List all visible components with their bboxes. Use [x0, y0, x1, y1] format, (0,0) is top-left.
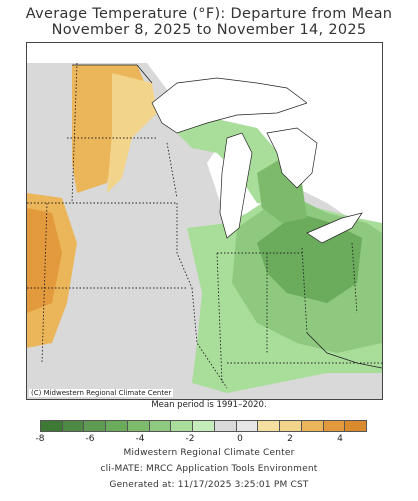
- mean-period-note: Mean period is 1991–2020.: [151, 400, 267, 410]
- legend-tick-label: 4: [337, 434, 343, 444]
- lake-erie: [306, 212, 363, 244]
- legend-swatch: [323, 421, 346, 431]
- legend-swatch: [301, 421, 324, 431]
- legend-swatch: [106, 421, 128, 431]
- temperature-departure-map: (C) Midwestern Regional Climate Center: [26, 42, 383, 400]
- legend-swatch: [345, 421, 367, 431]
- legend-tick-label: 2: [287, 434, 293, 444]
- map-credit: (C) Midwestern Regional Climate Center: [29, 389, 174, 397]
- lake-huron: [266, 127, 318, 189]
- coastline-borders: [72, 64, 382, 369]
- legend-swatch: [214, 421, 237, 431]
- legend-tick-label: -2: [185, 434, 195, 444]
- legend-tick-labels: -8 -6 -4 -2 0 2 4: [36, 432, 367, 446]
- footer-generated: Generated at: 11/17/2025 3:25:01 PM CST: [109, 480, 309, 490]
- lake-michigan: [219, 132, 253, 239]
- footer-tool: cli-MATE: MRCC Application Tools Environ…: [100, 464, 318, 474]
- legend-color-bar: [40, 420, 367, 432]
- warm-region-south-dark: [27, 208, 62, 313]
- legend-swatch: [280, 421, 302, 431]
- legend-swatch: [193, 421, 215, 431]
- warm-region-north-light: [107, 73, 157, 193]
- map-canvas: [27, 43, 382, 399]
- footer-organization: Midwestern Regional Climate Center: [123, 448, 295, 458]
- legend-swatch: [84, 421, 107, 431]
- legend-swatch: [62, 421, 85, 431]
- legend-swatch: [41, 421, 63, 431]
- legend-tick-label: 0: [237, 434, 243, 444]
- legend-swatch: [171, 421, 194, 431]
- map-date-range: November 8, 2025 to November 14, 2025: [51, 22, 367, 38]
- legend-tick-label: -6: [85, 434, 95, 444]
- legend-tick-label: -4: [135, 434, 145, 444]
- legend-swatch: [127, 421, 150, 431]
- state-boundaries: [27, 62, 382, 389]
- legend-swatch: [149, 421, 172, 431]
- lake-superior: [151, 77, 308, 134]
- legend-tick-label: -8: [35, 434, 45, 444]
- legend-swatch: [236, 421, 259, 431]
- legend-swatch: [258, 421, 281, 431]
- color-legend: -8 -6 -4 -2 0 2 4: [36, 420, 367, 446]
- ontario-land: [307, 63, 382, 213]
- map-title: Average Temperature (°F): Departure from…: [25, 6, 393, 22]
